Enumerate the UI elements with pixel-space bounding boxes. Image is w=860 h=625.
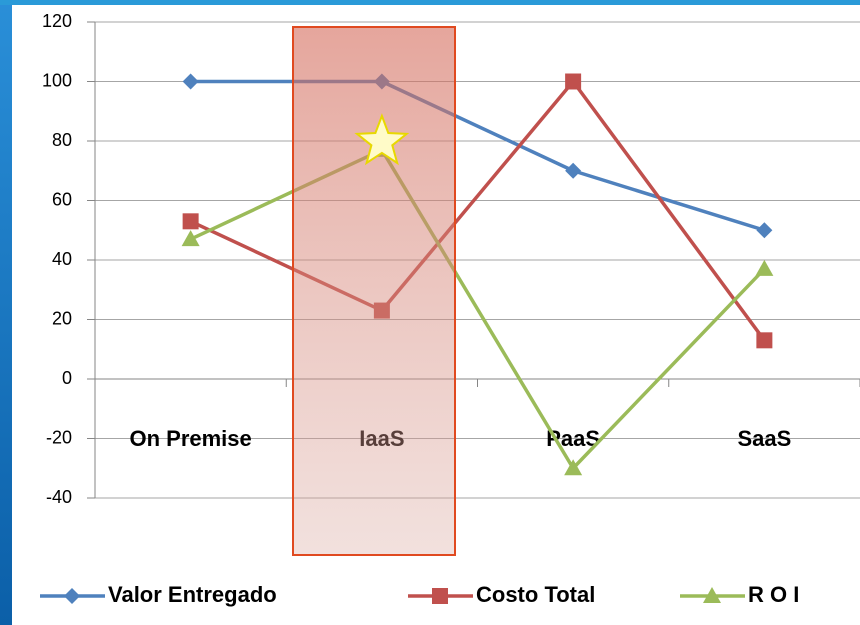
y-tick-label: 100 [42,70,72,90]
top-strip [0,0,860,5]
y-tick-label: 40 [52,249,72,269]
y-tick-label: 80 [52,130,72,150]
y-tick-label: 20 [52,308,72,328]
marker [181,230,200,247]
marker [756,332,773,349]
marker [564,459,583,476]
y-tick-label: 60 [52,189,72,209]
series-line [189,79,766,342]
marker [703,587,721,603]
highlight-box [292,26,456,556]
marker [565,73,582,90]
marker [182,213,199,230]
marker [565,162,582,179]
x-tick-label: On Premise [129,426,251,451]
legend-label: Valor Entregado [108,582,277,607]
series-line [189,148,766,470]
legend-label: Costo Total [476,582,595,607]
marker [182,73,199,90]
marker [755,259,774,276]
side-strip [0,0,12,625]
y-tick-label: 0 [62,368,72,388]
marker [432,588,448,604]
series-line [190,79,765,232]
marker [756,222,773,239]
y-tick-label: -20 [46,427,72,447]
star [354,113,410,166]
y-tick-label: 120 [42,11,72,31]
legend-label: R O I [748,582,799,607]
x-tick-label: SaaS [737,426,791,451]
marker [64,588,80,604]
y-tick-label: -40 [46,487,72,507]
